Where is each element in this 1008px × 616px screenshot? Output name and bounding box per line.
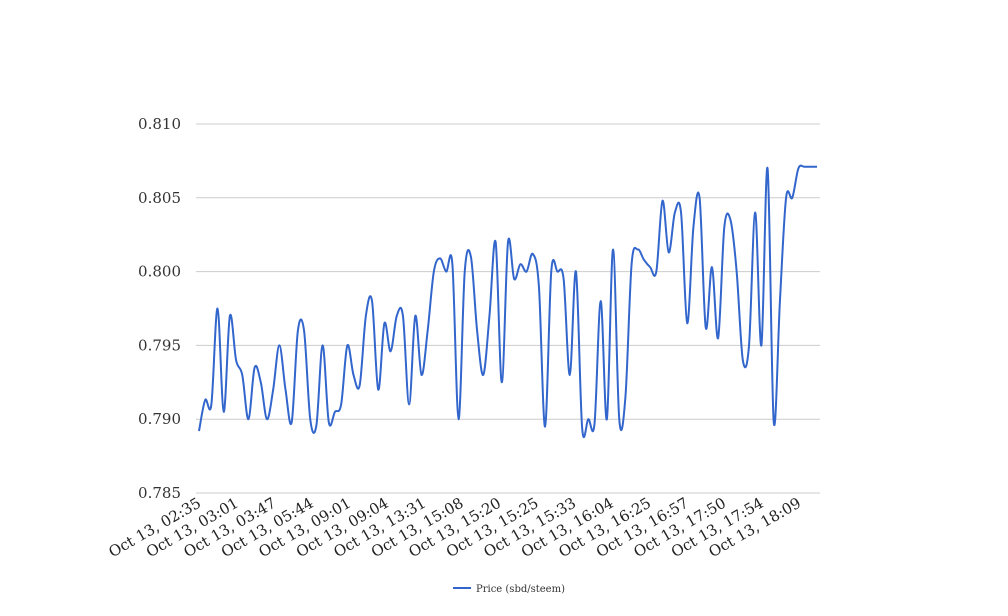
y-tick-label: 0.785	[138, 484, 181, 502]
legend[interactable]: Price (sbd/steem)	[453, 584, 565, 595]
y-tick-label: 0.790	[138, 410, 181, 428]
y-tick-label: 0.795	[138, 336, 181, 354]
gridlines	[196, 123, 820, 494]
y-tick-label: 0.800	[138, 263, 181, 281]
series-layer	[198, 164, 817, 439]
y-tick-label: 0.810	[138, 115, 181, 133]
y-tick-label: 0.805	[138, 189, 181, 207]
series-line-price[interactable]	[198, 164, 817, 439]
legend-label-price: Price (sbd/steem)	[476, 584, 565, 595]
y-axis-ticks: 0.810 0.805 0.800 0.795 0.790 0.785	[138, 115, 181, 502]
